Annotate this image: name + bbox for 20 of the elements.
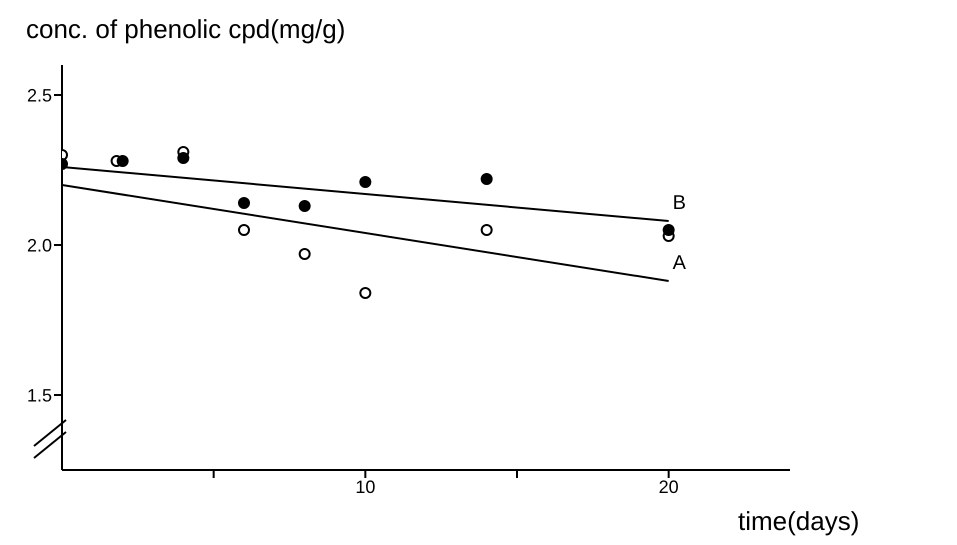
x-tick-label: 20 — [658, 476, 679, 497]
point — [177, 152, 190, 164]
y-axis-title: conc. of phenolic cpd(mg/g) — [26, 14, 346, 45]
point — [116, 155, 129, 167]
point — [359, 176, 372, 188]
point — [298, 200, 311, 212]
y-tick-label: 2.0 — [26, 235, 52, 256]
series-label: A — [672, 252, 687, 274]
point — [298, 248, 311, 260]
point — [238, 224, 250, 236]
point — [480, 173, 493, 185]
point — [359, 287, 372, 299]
y-tick-label: 2.5 — [26, 85, 52, 106]
point — [238, 197, 250, 209]
point — [480, 224, 493, 236]
series-label: B — [672, 192, 686, 214]
x-tick-label: 10 — [355, 476, 376, 497]
point — [662, 224, 675, 236]
y-tick-label: 1.5 — [26, 385, 52, 406]
x-axis-title: time(days) — [738, 506, 860, 537]
